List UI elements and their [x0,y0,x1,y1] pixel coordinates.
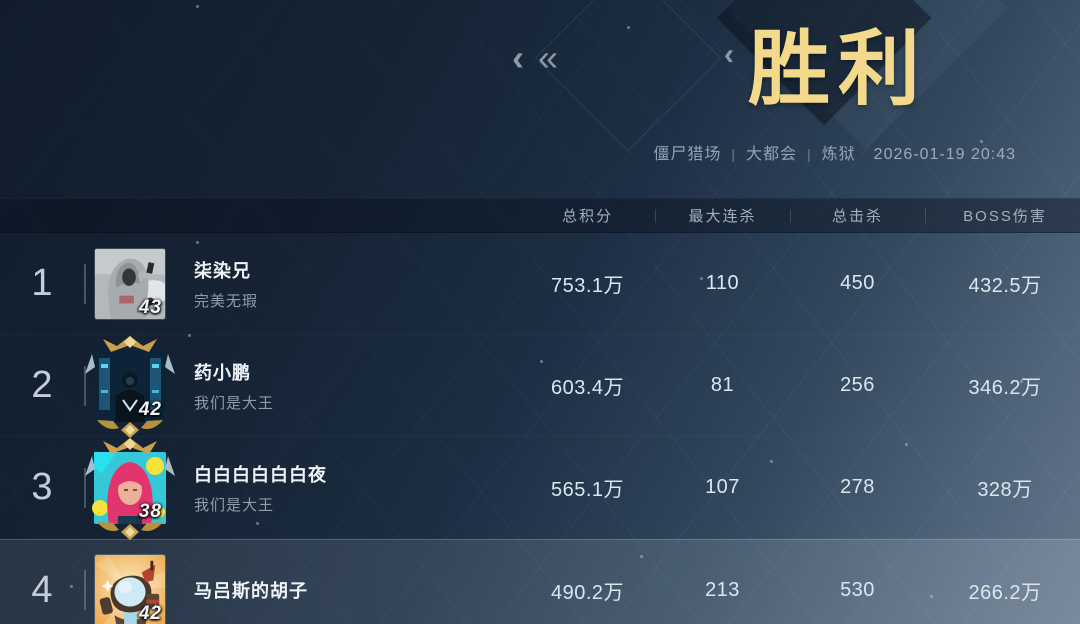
header-total-kills: 总击杀 [790,205,925,226]
star-dot [905,443,908,446]
emblem-chevron-icon: ‹ [724,38,734,71]
player-row-rank4[interactable]: 4 [0,539,1080,624]
star-dot [700,277,703,280]
player-guild: 我们是大王 [194,496,275,514]
stat-max-streak: 110 [705,272,740,294]
top-navigation: ‹ « [512,40,558,76]
header-total-score: 总积分 [561,208,613,225]
player-level-badge: 38 [138,500,162,522]
match-difficulty: 炼狱 [821,146,856,163]
player-avatar[interactable]: 42 [85,335,175,438]
star-dot [196,5,199,8]
stat-max-streak: 107 [705,476,740,498]
player-level-badge: 42 [138,603,162,624]
player-avatar[interactable]: 42 [94,554,166,624]
rank-number: 1 [31,262,53,304]
player-avatar[interactable]: 38 [85,437,175,540]
avatar-image-robot [94,554,166,624]
rank-number: 2 [31,364,53,406]
header-max-streak: 最大连杀 [655,205,790,226]
stat-boss-damage: 266.2万 [968,581,1042,604]
player-name: 药小鹏 [194,362,251,383]
rank-divider [84,467,86,508]
stat-max-streak: 81 [710,374,735,396]
background-diamond-outline [534,0,722,152]
stat-total-kills: 278 [840,476,875,498]
rank-divider [84,263,86,304]
stat-total-score: 490.2万 [550,581,625,604]
rewind-icon[interactable]: « [538,37,559,78]
rank-divider [84,570,86,610]
avatar-image-colorful-portrait-gold-frame [85,437,175,540]
star-dot [70,585,73,588]
rank-number: 3 [31,466,53,508]
match-info: 僵尸猎场 | 大都会 | 炼狱 2026-01-19 20:43 [653,140,1016,164]
star-dot [1020,380,1023,383]
rank-number: 4 [31,568,53,611]
separator: | [807,146,812,162]
scoreboard: 总积分 最大连杀 总击杀 BOSS伤害 1 [0,198,1080,624]
stat-max-streak: 213 [705,578,740,601]
player-level-badge: 43 [138,296,162,318]
player-guild: 我们是大王 [194,394,275,412]
stat-boss-damage: 432.5万 [968,275,1042,297]
stat-total-score: 565.1万 [550,479,625,501]
stat-total-score: 603.4万 [550,377,625,399]
header-boss-damage: BOSS伤害 [925,205,1080,226]
avatar-image-mech-gold-frame [85,335,175,438]
separator: | [731,146,736,162]
player-guild: 完美无瑕 [194,292,259,310]
back-icon[interactable]: ‹ [512,37,524,78]
match-datetime: 2026-01-19 20:43 [873,146,1016,163]
match-mode: 僵尸猎场 [653,146,722,163]
rank-divider [84,365,86,406]
scoreboard-header: 总积分 最大连杀 总击杀 BOSS伤害 [0,198,1080,233]
player-name: 马吕斯的胡子 [194,581,308,601]
player-row-rank1[interactable]: 1 43 [0,233,1080,335]
star-dot [196,241,199,244]
stat-total-kills: 530 [840,578,875,601]
star-dot [640,555,643,558]
stat-boss-damage: 346.2万 [968,377,1042,399]
stat-total-score: 753.1万 [550,275,625,297]
stat-total-kills: 450 [840,272,875,294]
stat-boss-damage: 328万 [977,479,1033,501]
star-dot [930,595,933,598]
star-dot [256,522,259,525]
player-name: 白白白白白白夜 [194,464,327,485]
star-dot [188,334,191,337]
star-dot [540,360,543,363]
star-dot [980,140,983,143]
star-dot [627,26,630,29]
player-row-rank2[interactable]: 2 [0,335,1080,438]
player-level-badge: 42 [138,398,162,420]
match-map: 大都会 [746,146,798,163]
player-row-rank3[interactable]: 3 [0,437,1080,540]
avatar-image-hoodie [94,247,166,320]
stat-total-kills: 256 [840,374,875,396]
player-avatar[interactable]: 43 [94,247,166,320]
star-dot [770,460,773,463]
player-name: 柒染兄 [194,260,251,281]
victory-title: 胜利 [748,24,929,115]
